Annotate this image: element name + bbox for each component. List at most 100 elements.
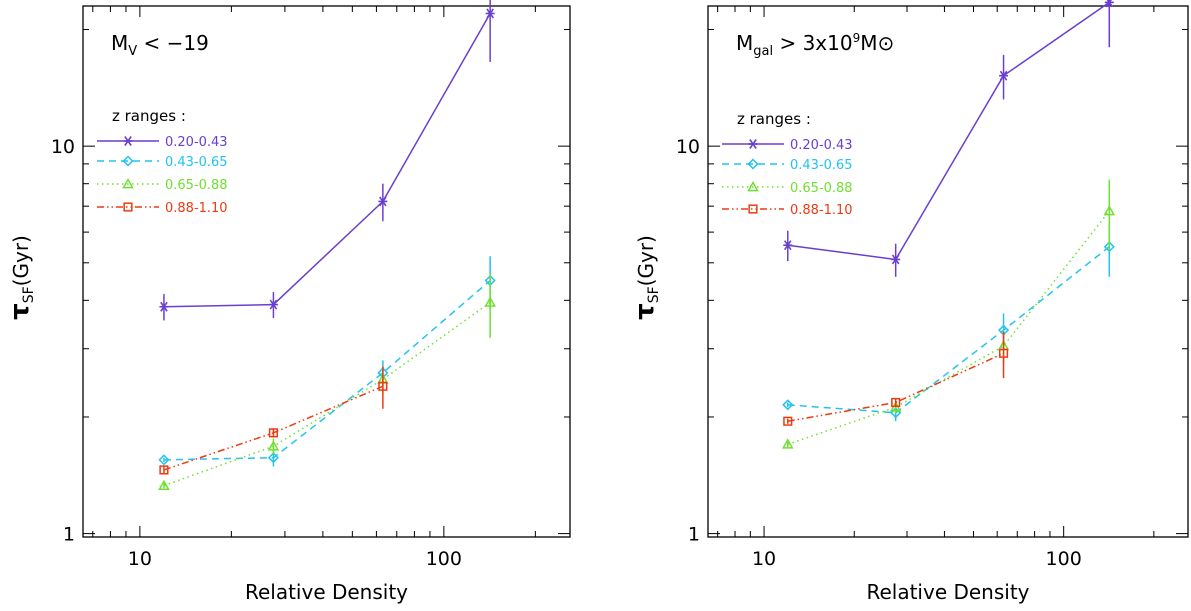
legend-marker [123,136,133,146]
data-point [159,465,169,475]
series-line [163,279,491,461]
data-point [782,399,794,411]
data-point-stroke [486,8,494,19]
x-tick-label: 100 [426,548,462,570]
series-line [787,246,1110,414]
series-0.20-0.43 [783,0,1114,277]
y-axis-label: τSF(Gyr) [630,235,662,320]
series-0.20-0.43 [159,0,495,321]
data-point [998,348,1009,358]
series-0.88-1.10 [783,331,1009,426]
data-point [782,438,794,449]
series-0.88-1.10 [159,366,388,475]
plot-frame [707,5,1189,538]
data-point [158,479,170,490]
left-panel: 10 100 1 10 Relative Density τSF(Gyr) MV < −19… [5,0,571,604]
y-axis-label-subscript: SF [646,286,662,303]
x-ticks [717,6,1155,537]
data-point [1103,205,1116,216]
panel-label-main: M [736,31,753,55]
y-axis-label-unit: (Gyr) [9,235,33,286]
legend: z ranges : 0.20-0.43 0.43-0.65 0.65-0.88 0.8… [722,110,853,218]
x-ticks [92,6,536,537]
data-point [485,8,495,19]
x-axis-label: Relative Density [245,580,408,604]
x-axis-label: Relative Density [866,580,1029,604]
legend-marker [748,204,758,214]
panel-label-subscript: V [128,44,137,59]
data-point [378,381,388,391]
y-tick-label: 1 [63,524,75,546]
y-tick-label: 1 [688,524,700,546]
data-point [159,301,169,312]
panel-label-unit: M⊙ [860,31,894,55]
legend-marker-stroke [124,136,132,146]
legend-title: z ranges : [112,107,186,125]
y-axis-label-symbol: τ [630,303,660,320]
panel-label-superscript: 9 [853,31,861,45]
data-point [158,454,170,466]
legend-marker [747,158,759,170]
right-panel: 10 100 1 10 Relative Density τSF(Gyr) Mgal > 3… [630,0,1189,604]
data-point-stroke [999,70,1008,81]
legend-entry: 0.43-0.65 [790,158,853,173]
series-line [163,301,491,487]
legend-entry: 0.88-1.10 [790,203,853,218]
data-point [268,428,278,438]
data-point-stroke [269,299,278,310]
legend-marker [748,139,758,149]
y-ticks [708,29,1188,535]
series-0.65-0.88 [782,179,1116,449]
legend: z ranges : 0.20-0.43 0.43-0.65 0.65-0.88 0.8… [97,107,228,216]
legend-entry: 0.43-0.65 [165,155,228,170]
data-point-stroke [1105,0,1112,8]
series-0.43-0.65 [158,256,496,467]
data-point [267,452,279,464]
data-point-stroke [891,254,900,265]
y-axis-label-symbol: τ [5,303,35,320]
legend-entry: 0.88-1.10 [165,201,228,216]
data-point-stroke [160,301,168,312]
legend-marker [122,155,134,167]
data-point [267,440,280,451]
data-point [783,240,793,251]
legend-marker [123,202,133,212]
y-tick-label: 10 [676,136,700,158]
panel-label: MV < −19 [111,31,209,59]
panel-label-condition: > 3x10 [773,31,852,55]
x-tick-label: 10 [128,548,152,570]
panel-label-condition: < −19 [137,31,209,55]
data-point [1103,241,1115,253]
data-point [891,397,901,408]
y-axis-label-subscript: SF [21,286,37,303]
panel-label-subscript: gal [753,44,773,59]
legend-marker [122,177,134,189]
y-axis-label: τSF(Gyr) [5,235,37,320]
plot-frame [82,5,571,538]
legend-title: z ranges : [737,110,811,128]
panel-label: Mgal > 3x109M⊙ [736,31,894,59]
legend-entry: 0.20-0.43 [165,135,228,150]
x-tick-label: 10 [752,548,776,570]
legend-marker [747,180,759,192]
y-tick-label: 10 [51,136,75,158]
series-line [787,1,1110,261]
legend-marker-stroke [749,139,757,149]
data-point [999,70,1009,81]
legend-entry: 0.20-0.43 [790,138,853,153]
data-point [268,299,278,310]
panel-label-main: M [111,31,128,55]
y-axis-label-unit: (Gyr) [634,235,658,286]
legend-entry: 0.65-0.88 [790,181,853,196]
series-line [163,13,491,308]
data-point [1104,0,1114,8]
x-tick-label: 100 [1046,548,1082,570]
data-point [378,196,388,207]
y-ticks [83,29,570,535]
data-point [891,254,901,265]
data-point [783,416,793,426]
data-point [484,296,496,307]
data-point-stroke [379,196,387,207]
data-point-stroke [783,240,792,251]
